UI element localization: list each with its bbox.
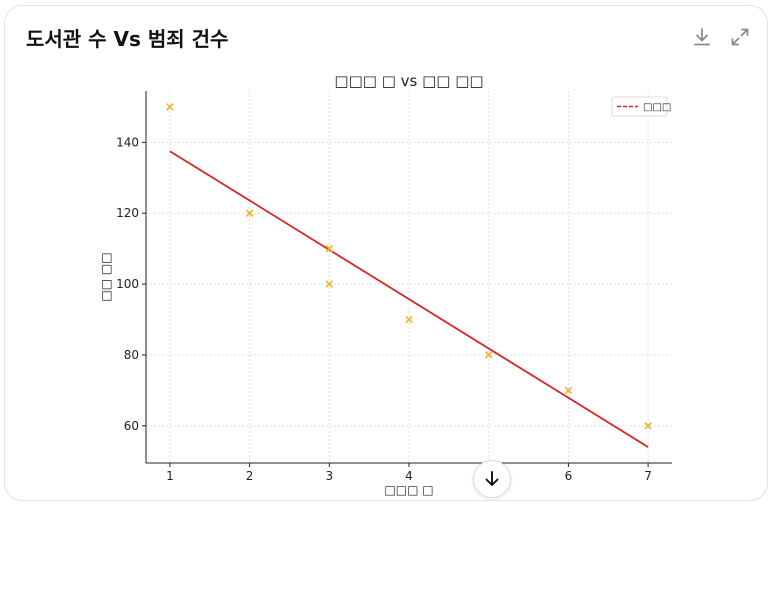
- data-point: [245, 209, 254, 217]
- x-tick-label: 6: [565, 469, 573, 483]
- data-point-stroke: [405, 315, 413, 324]
- data-point-stroke: [245, 209, 254, 217]
- data-point: [325, 280, 334, 288]
- y-tick-label: 140: [116, 135, 139, 149]
- legend-box: [611, 96, 668, 117]
- data-point-stroke: [325, 280, 334, 288]
- data-point-stroke: [166, 103, 174, 111]
- x-tick-label: 1: [166, 469, 174, 483]
- data-point: [644, 422, 652, 430]
- data-point: [325, 244, 334, 253]
- expand-icon: [731, 28, 749, 46]
- y-tick-label: 120: [116, 206, 139, 220]
- download-icon: [694, 28, 710, 46]
- card-title: 도서관 수 Vs 범죄 건수: [26, 27, 229, 51]
- legend: □□□: [611, 96, 671, 117]
- data-point: [484, 351, 493, 359]
- scroll-down-button[interactable]: [473, 460, 511, 498]
- x-tick-label: 2: [246, 469, 254, 483]
- data-point-stroke: [325, 244, 334, 253]
- download-button[interactable]: [689, 24, 715, 50]
- chart-title: □□□ □ vs □□ □□: [334, 72, 483, 90]
- data-point: [564, 386, 573, 395]
- y-axis-label: □□ □□: [99, 252, 113, 301]
- x-tick-label: 3: [325, 469, 333, 483]
- chart-card: 도서관 수 Vs 범죄 건수: [4, 5, 768, 501]
- x-axis-label: □□□ □: [384, 483, 433, 497]
- expand-button[interactable]: [727, 24, 753, 50]
- data-point: [405, 315, 413, 324]
- arrow-down-icon: [485, 471, 499, 486]
- data-point-stroke: [564, 386, 573, 395]
- legend-label: □□□: [643, 102, 671, 113]
- y-tick-label: 100: [116, 277, 139, 291]
- x-tick-label: 7: [644, 469, 652, 483]
- data-point: [166, 103, 174, 111]
- y-tick-label: 60: [124, 419, 139, 433]
- regression-line: [169, 150, 649, 448]
- x-tick-label: 4: [405, 469, 413, 483]
- data-point-stroke: [644, 422, 652, 430]
- y-tick-label: 80: [124, 348, 139, 362]
- data-point-stroke: [484, 351, 493, 359]
